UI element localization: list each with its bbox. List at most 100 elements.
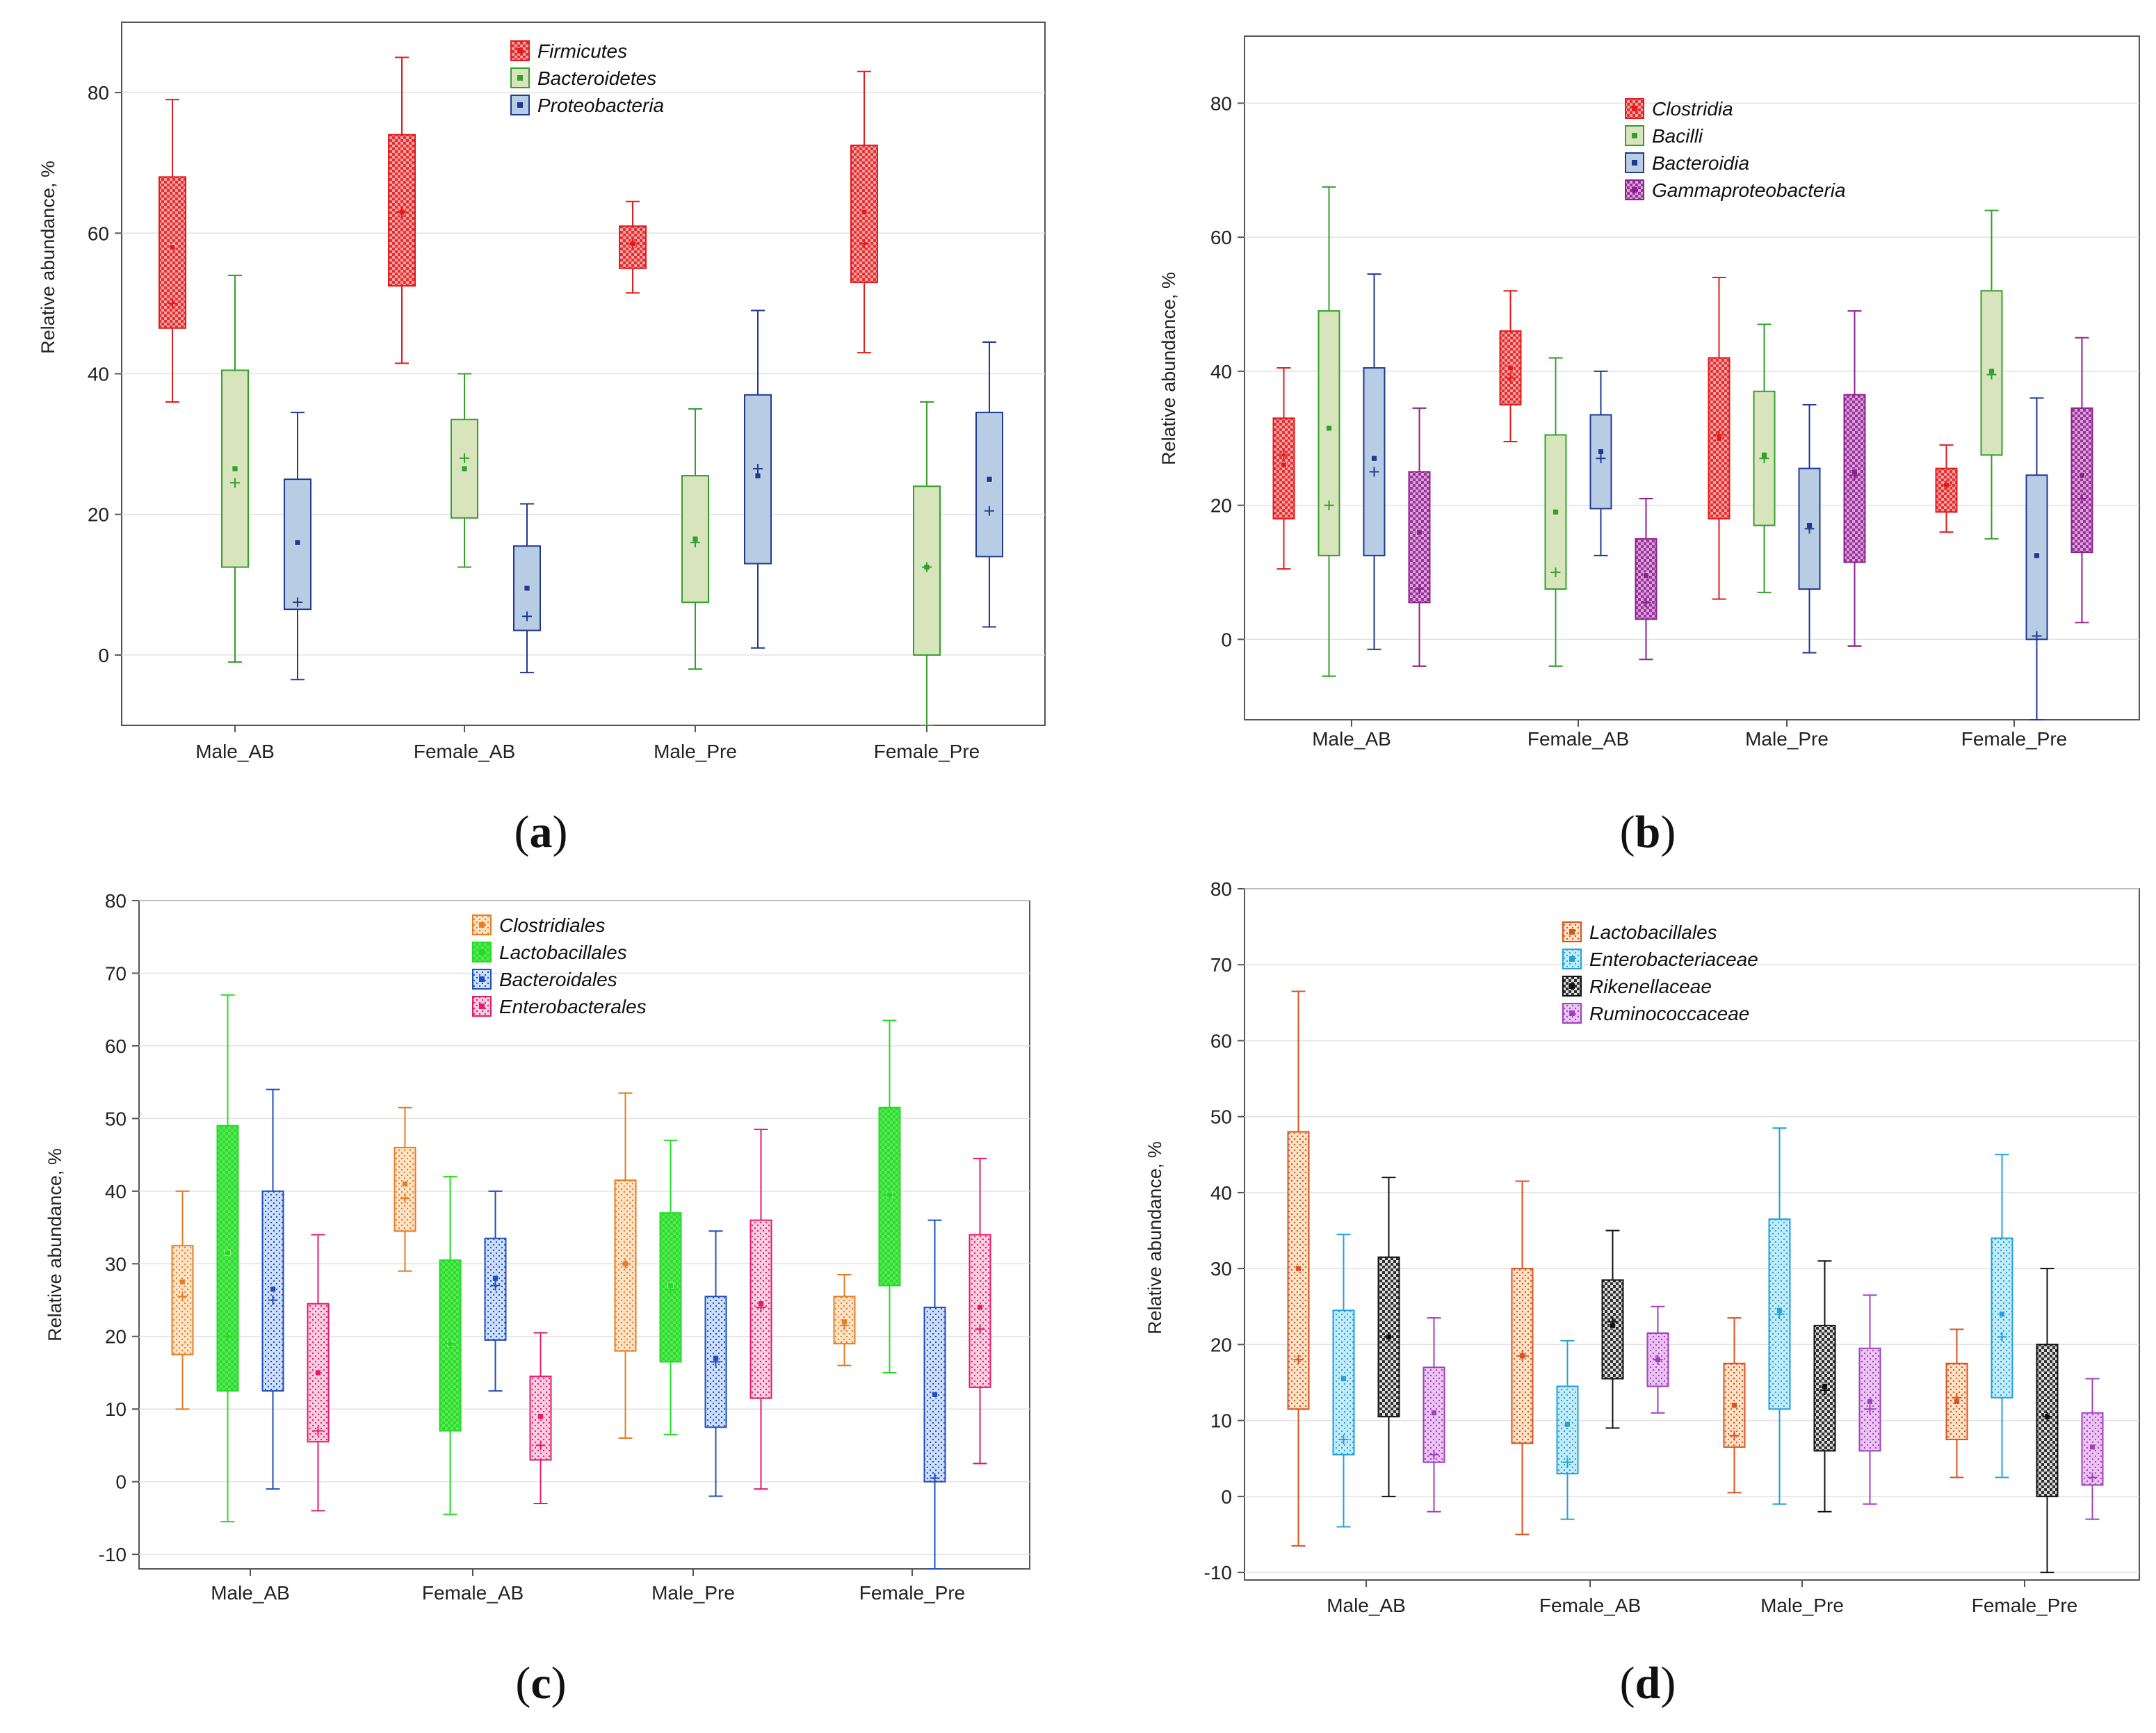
box-d-rikenellaceae-0	[1377, 1177, 1400, 1497]
median-marker	[270, 1286, 276, 1293]
panel-b-x-ticks: Male_AB Female_AB Male_Pre Female_Pre	[1312, 720, 2067, 750]
panel-d-letter: (d)	[1620, 1658, 1676, 1709]
legend-swatch-marker	[517, 102, 523, 108]
panel-a-ytick-label: 60	[88, 223, 109, 244]
legend-swatch-marker	[479, 976, 485, 982]
box-a-proteobacteria-1	[513, 503, 541, 674]
legend-item-enterobacterales: Enterobacterales	[472, 996, 647, 1017]
box-d-enterobacteriaceae-0	[1332, 1234, 1355, 1528]
median-marker	[169, 244, 176, 250]
legend-swatch-marker	[1632, 133, 1637, 138]
box-b-bacteroidia-3	[2025, 397, 2048, 720]
panel-c-ytick-label: 10	[105, 1399, 127, 1420]
box-a-firmicutes-3	[850, 70, 878, 354]
box-d-enterobacteriaceae-3	[1991, 1154, 2013, 1478]
median-marker	[1340, 1376, 1347, 1382]
median-marker	[232, 465, 238, 472]
legend-item-bacteroidia: Bacteroidia	[1625, 152, 1749, 174]
box-body	[1408, 471, 1431, 604]
median-marker	[1564, 1421, 1571, 1428]
panel-c-legend: Clostridiales Lactobacillales Bacteroidale…	[472, 914, 647, 1017]
panel-d: Relative abundance, % -10 0 10 20 30 40 50 60 70…	[1144, 878, 2140, 1709]
panel-c-ytick-label: 40	[105, 1181, 127, 1202]
panel-a: Relative abundance, % 0 20 40 60 80 Male_AB F…	[38, 22, 1046, 857]
legend-item-gammaproteobacteria: Gammaproteobacteria	[1625, 179, 1846, 201]
box-c-clostridiales-3	[833, 1273, 856, 1367]
box-d-rikenellaceae-2	[1813, 1260, 1836, 1513]
box-c-lactobacillales-0	[216, 994, 239, 1523]
legend-swatch-marker	[1569, 1010, 1575, 1016]
median-marker	[2079, 471, 2085, 478]
box-b-bacteroidia-2	[1798, 404, 1821, 654]
panel-c-xtick-label: Male_AB	[211, 1582, 290, 1604]
legend-item-bacteroidales: Bacteroidales	[472, 969, 617, 990]
panel-a-ytick-label: 40	[88, 364, 109, 385]
panel-b-y-ticks: 0 20 40 60 80	[1210, 92, 1245, 650]
panel-c-ytick-label: -10	[99, 1544, 127, 1565]
box-d-enterobacteriaceae-2	[1768, 1127, 1791, 1505]
box-body	[1499, 330, 1522, 406]
legend-swatch-marker	[1632, 160, 1637, 166]
box-b-clostridia-3	[1935, 444, 1958, 533]
panel-c-xtick-label: Female_Pre	[859, 1582, 966, 1604]
box-body	[2025, 474, 2048, 640]
box-b-clostridia-0	[1272, 367, 1295, 570]
panel-c-y-ticks: -10 0 10 20 30 40 50 60 70 80	[99, 890, 139, 1565]
box-body	[216, 1125, 239, 1392]
median-marker	[1867, 1399, 1873, 1405]
panel-c-ytick-label: 50	[105, 1108, 127, 1129]
panel-c-ytick-label: 60	[105, 1035, 127, 1057]
box-a-firmicutes-2	[619, 200, 647, 294]
box-b-gammaproteobacteria-3	[2070, 337, 2093, 624]
box-a-proteobacteria-2	[744, 309, 772, 649]
panel-c-x-ticks: Male_AB Female_AB Male_Pre Female_Pre	[211, 1569, 965, 1604]
legend-item-bacilli: Bacilli	[1625, 125, 1703, 147]
median-marker	[524, 585, 530, 592]
box-c-bacteroidales-1	[484, 1190, 507, 1392]
panel-d-ytick-label: 50	[1210, 1106, 1232, 1128]
box-b-bacilli-1	[1544, 357, 1567, 667]
box-body	[744, 394, 772, 565]
panel-d-letter-char: d	[1635, 1658, 1661, 1709]
legend-swatch-marker	[479, 1003, 485, 1009]
legend-label: Clostridia	[1652, 98, 1733, 120]
legend-label: Firmicutes	[537, 40, 627, 62]
legend-swatch-marker	[1632, 187, 1637, 193]
median-marker	[1431, 1410, 1437, 1416]
box-d-ruminococcaceae-3	[2081, 1378, 2104, 1520]
panel-c-ytick-label: 30	[105, 1253, 127, 1275]
box-d-enterobacteriaceae-1	[1556, 1339, 1579, 1520]
legend-label: Bacteroidetes	[537, 67, 656, 89]
legend-label: Bacteroidia	[1652, 152, 1749, 174]
median-marker	[977, 1304, 983, 1311]
panel-d-ytick-label: 30	[1210, 1258, 1232, 1280]
legend-label: Clostridiales	[499, 914, 606, 936]
panel-d-xtick-label: Male_AB	[1327, 1595, 1406, 1616]
box-d-lactobacillales-2	[1723, 1317, 1746, 1494]
legend-label: Gammaproteobacteria	[1652, 179, 1846, 201]
panel-d-frame	[1244, 888, 2140, 1581]
median-marker	[1643, 572, 1649, 579]
median-marker	[294, 539, 301, 546]
median-marker	[1416, 529, 1423, 535]
panel-d-ytick-label: 20	[1210, 1334, 1232, 1355]
legend-label: Bacteroidales	[499, 969, 617, 990]
panel-b-ytick-label: 40	[1210, 361, 1232, 382]
median-marker	[179, 1279, 186, 1285]
median-marker	[537, 1413, 544, 1419]
legend-item-ruminococcaceae: Ruminococcaceae	[1562, 1003, 1749, 1024]
panel-c-xtick-label: Male_Pre	[651, 1582, 735, 1604]
panel-b-ytick-label: 0	[1221, 629, 1232, 650]
median-marker	[461, 465, 468, 472]
box-body	[1332, 1309, 1355, 1456]
box-b-gammaproteobacteria-1	[1635, 497, 1657, 661]
median-marker	[1281, 462, 1287, 469]
box-body	[975, 412, 1003, 558]
panel-b-ytick-label: 20	[1210, 495, 1232, 517]
panel-b-xtick-label: Male_AB	[1312, 728, 1391, 750]
panel-a-ytick-label: 0	[98, 645, 109, 666]
median-marker	[2034, 552, 2040, 559]
box-body	[913, 485, 941, 656]
box-c-enterobacterales-2	[749, 1129, 772, 1490]
